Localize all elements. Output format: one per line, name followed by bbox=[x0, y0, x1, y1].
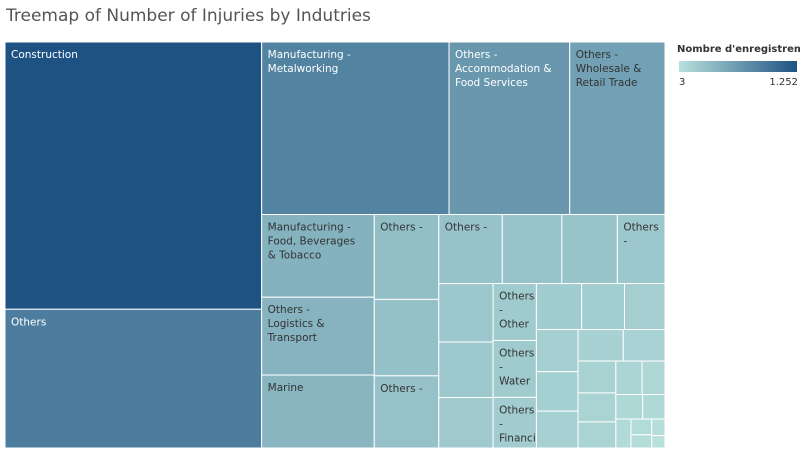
treemap-tile-label: Others -Wholesale & Retail Trade bbox=[576, 49, 642, 89]
treemap-tile[interactable] bbox=[630, 434, 653, 449]
treemap-tile[interactable] bbox=[373, 375, 440, 449]
treemap-tile[interactable] bbox=[438, 283, 494, 343]
treemap-tile[interactable] bbox=[581, 283, 626, 331]
treemap-tile-label: Others -Water bbox=[499, 347, 534, 387]
treemap-tile[interactable] bbox=[261, 41, 450, 216]
legend-color-ramp bbox=[679, 61, 797, 72]
treemap-tile-label: Manufacturing -Metalworking bbox=[268, 49, 351, 75]
treemap-tile[interactable] bbox=[615, 360, 643, 395]
treemap-tile[interactable] bbox=[261, 374, 375, 449]
treemap-tile[interactable] bbox=[630, 418, 653, 436]
treemap-tile[interactable] bbox=[642, 394, 666, 420]
treemap-tile[interactable] bbox=[492, 339, 537, 398]
treemap-tile-label: Others -Financial bbox=[499, 404, 545, 444]
treemap-tile[interactable] bbox=[624, 283, 666, 331]
treemap-tile[interactable] bbox=[492, 396, 537, 449]
treemap-tile-label: Others - bbox=[623, 222, 658, 248]
treemap-tile-label: Others - bbox=[445, 222, 488, 234]
treemap-tile[interactable] bbox=[577, 360, 617, 394]
treemap-tile[interactable] bbox=[651, 418, 666, 437]
treemap-tile-label: Others -Other bbox=[499, 291, 534, 331]
treemap-tile[interactable] bbox=[535, 329, 579, 373]
treemap-tile-label: Construction bbox=[11, 49, 78, 61]
treemap-tile[interactable] bbox=[577, 421, 617, 449]
treemap-tile[interactable] bbox=[438, 214, 503, 285]
treemap-tile[interactable] bbox=[577, 329, 624, 362]
legend-title: Nombre d'enregistrem.. bbox=[677, 44, 800, 55]
treemap-tile[interactable] bbox=[261, 214, 375, 298]
treemap-tile[interactable] bbox=[622, 329, 666, 362]
treemap-tile[interactable] bbox=[651, 435, 666, 449]
treemap-tile[interactable] bbox=[561, 214, 618, 285]
treemap-tile[interactable] bbox=[577, 392, 617, 423]
treemap-tile-label: Others -Accommodation & Food Services bbox=[455, 49, 552, 89]
treemap-tile-label: Others - bbox=[380, 383, 423, 395]
treemap-tile[interactable] bbox=[438, 397, 494, 449]
legend-min-label: 3 bbox=[679, 77, 686, 88]
chart-title: Treemap of Number of Injuries by Indutri… bbox=[6, 6, 371, 26]
treemap-tile[interactable] bbox=[4, 308, 263, 449]
treemap-tile-label: Manufacturing -Food, Beverages & Tobacco bbox=[268, 222, 356, 262]
treemap-tile-label: Marine bbox=[268, 382, 304, 394]
treemap-tile[interactable] bbox=[4, 41, 263, 310]
treemap-tile-label: Others bbox=[11, 316, 46, 328]
treemap-tile[interactable] bbox=[261, 296, 375, 376]
treemap-tile[interactable] bbox=[438, 341, 494, 399]
treemap-tile[interactable] bbox=[535, 410, 579, 449]
treemap-tile[interactable] bbox=[615, 394, 644, 420]
treemap-tile[interactable] bbox=[448, 41, 571, 216]
treemap-tile[interactable] bbox=[373, 298, 440, 377]
treemap-tile[interactable] bbox=[641, 360, 666, 395]
legend-max-label: 1.252 bbox=[769, 77, 798, 88]
treemap-tile[interactable] bbox=[535, 283, 583, 331]
treemap-tile[interactable] bbox=[615, 418, 632, 449]
treemap-tile[interactable] bbox=[616, 214, 666, 285]
treemap-tile[interactable] bbox=[501, 214, 563, 285]
treemap-tile[interactable] bbox=[535, 371, 579, 412]
treemap-tile-label: Others -Logistics & Transport bbox=[267, 304, 325, 344]
treemap-tile-label: Others - bbox=[380, 222, 423, 234]
treemap-tile[interactable] bbox=[569, 41, 666, 216]
